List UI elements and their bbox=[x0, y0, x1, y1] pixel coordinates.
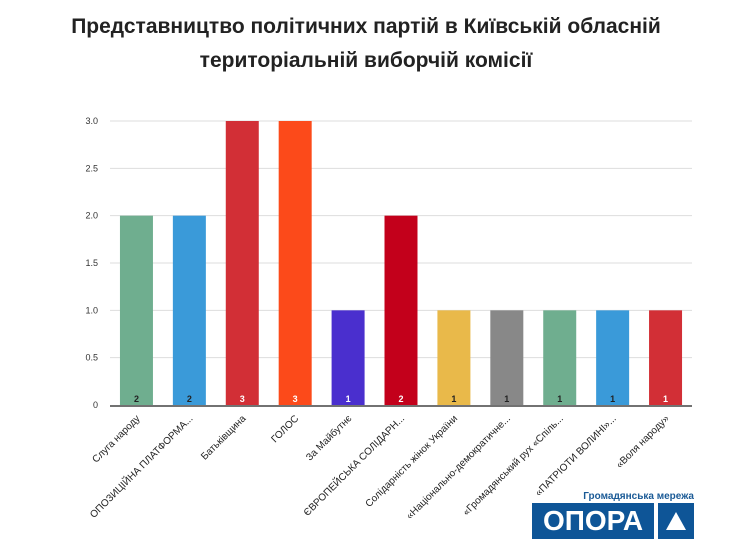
y-tick-label: 3.0 bbox=[85, 116, 98, 126]
data-label: 1 bbox=[610, 394, 615, 404]
bar bbox=[119, 215, 153, 405]
x-tick-label: «Воля народу» bbox=[614, 413, 672, 471]
x-tick-label: Батьківщина bbox=[199, 413, 248, 462]
data-label: 1 bbox=[451, 394, 456, 404]
logo-subtitle: Громадянська мережа bbox=[583, 491, 694, 502]
bar bbox=[172, 215, 206, 405]
bar bbox=[331, 310, 365, 405]
y-tick-label: 1.0 bbox=[85, 305, 98, 315]
data-label: 3 bbox=[293, 394, 298, 404]
x-tick-label: Солідарність жінок України bbox=[364, 413, 460, 509]
y-tick-label: 2.5 bbox=[85, 163, 98, 173]
bar bbox=[225, 121, 259, 405]
data-label: 2 bbox=[398, 394, 403, 404]
bar bbox=[490, 310, 524, 405]
bar bbox=[596, 310, 630, 405]
data-label: 1 bbox=[504, 394, 509, 404]
data-label: 2 bbox=[134, 394, 139, 404]
y-tick-label: 1.5 bbox=[85, 258, 98, 268]
x-tick-label: ОПОЗИЦІЙНА ПЛАТФОРМА... bbox=[87, 412, 196, 521]
x-tick-label: ЄВРОПЕЙСЬКА СОЛІДАРН... bbox=[300, 412, 407, 519]
logo-name: ОПОРА bbox=[532, 503, 654, 539]
bar bbox=[278, 121, 312, 405]
y-tick-label: 0.5 bbox=[85, 353, 98, 363]
bar bbox=[649, 310, 683, 405]
y-tick-label: 0 bbox=[93, 400, 98, 410]
data-label: 2 bbox=[187, 394, 192, 404]
triangle-icon bbox=[658, 503, 694, 539]
bar bbox=[437, 310, 471, 405]
bar bbox=[384, 215, 418, 405]
x-tick-label: За Майбутнє bbox=[304, 413, 355, 464]
data-label: 1 bbox=[663, 394, 668, 404]
x-tick-label: Слуга народу bbox=[90, 413, 142, 465]
data-label: 3 bbox=[240, 394, 245, 404]
x-tick-label: «Національно-демократичне... bbox=[405, 413, 513, 521]
data-label: 1 bbox=[557, 394, 562, 404]
x-tick-label: ГОЛОС bbox=[269, 413, 301, 445]
chart-title: Представництво політичних партій в Київс… bbox=[71, 15, 661, 72]
bar bbox=[543, 310, 577, 405]
y-tick-label: 2.0 bbox=[85, 211, 98, 221]
data-label: 1 bbox=[346, 394, 351, 404]
opora-logo: Громадянська мережа ОПОРА bbox=[532, 491, 694, 541]
